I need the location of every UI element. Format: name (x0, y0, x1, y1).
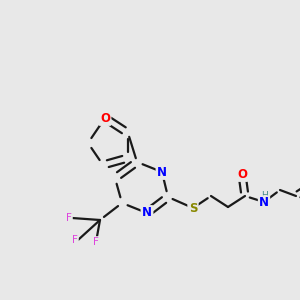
Text: F: F (93, 237, 99, 247)
Text: N: N (157, 166, 167, 178)
Text: F: F (72, 235, 78, 245)
Text: S: S (189, 202, 197, 214)
Text: N: N (259, 196, 269, 209)
Text: N: N (142, 206, 152, 220)
Text: O: O (100, 112, 110, 124)
Text: O: O (237, 167, 247, 181)
Text: F: F (66, 213, 72, 223)
Text: H: H (261, 190, 267, 200)
